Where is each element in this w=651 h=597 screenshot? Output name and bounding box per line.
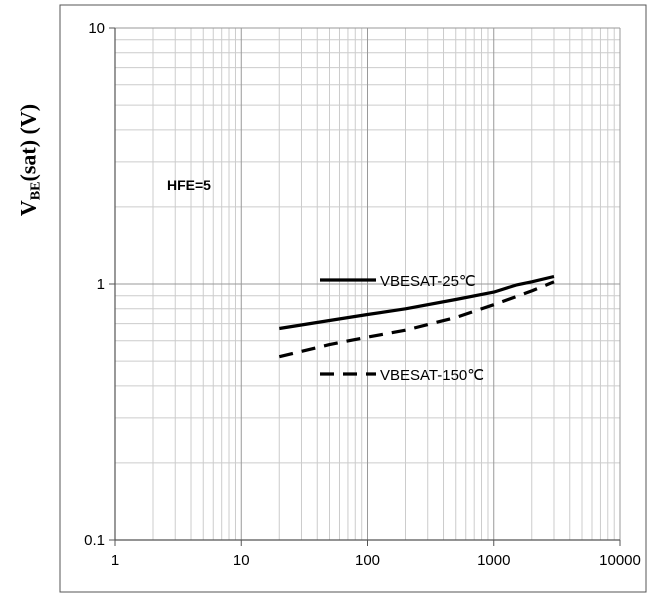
y-axis-label: VBE(sat) (V): [16, 104, 45, 216]
chart-frame: [59, 4, 647, 593]
axes: [109, 27, 621, 546]
grid: [115, 27, 621, 540]
y-axis-label-subscript: BE: [28, 181, 44, 201]
y-axis-label-suffix: (sat) (V): [15, 103, 41, 182]
y-tick-label: 10: [88, 20, 105, 37]
x-tick-label: 1: [111, 552, 119, 569]
annotation-hfe: HFE=5: [167, 177, 211, 193]
y-axis-label-prefix: V: [15, 200, 41, 217]
series-line-1: [279, 274, 555, 331]
y-tick-label: 1: [97, 276, 105, 293]
series-line-2: [278, 280, 555, 359]
series-group: [278, 274, 555, 359]
tick-labels: 0.1 1 10 1 10 100 1000 10000: [84, 20, 641, 569]
x-tick-label: 10: [233, 552, 250, 569]
legend-label-2: VBESAT-150℃: [380, 367, 484, 384]
y-axis-label-wrap: VBE(sat) (V): [0, 0, 60, 597]
legend-label-1: VBESAT-25℃: [380, 273, 476, 290]
x-tick-label: 1000: [477, 552, 510, 569]
x-tick-label: 100: [355, 552, 380, 569]
x-tick-label: 10000: [599, 552, 641, 569]
legend: VBESAT-25℃ VBESAT-150℃: [320, 273, 484, 384]
y-tick-label: 0.1: [84, 532, 105, 549]
